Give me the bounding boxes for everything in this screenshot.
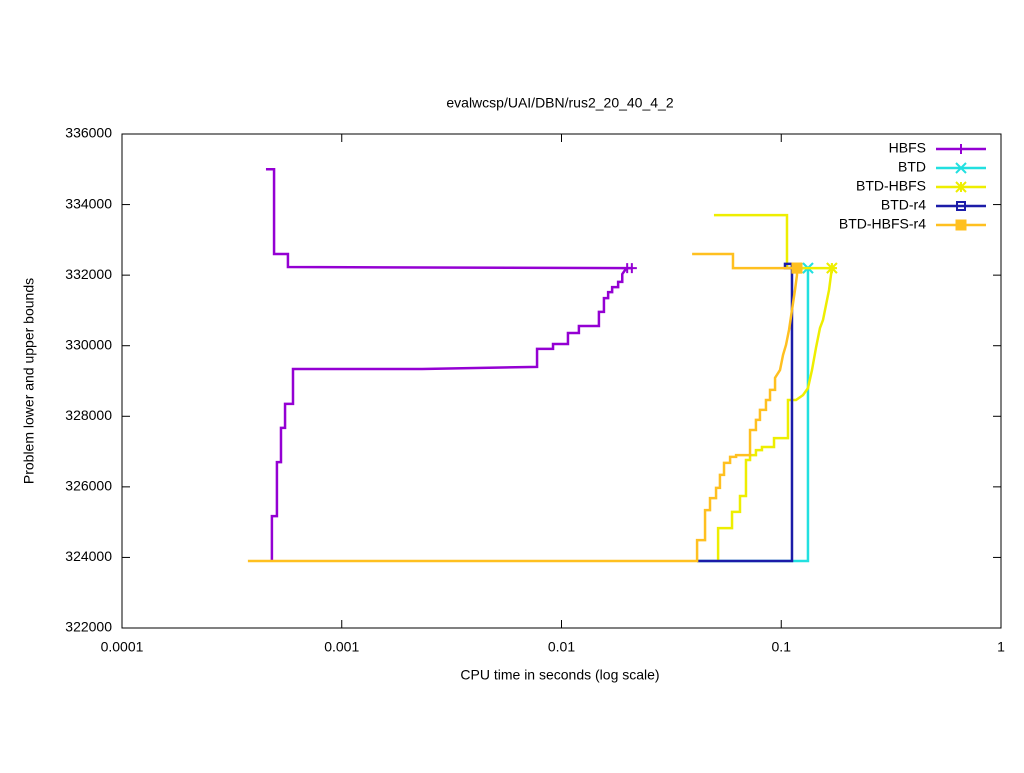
- plot-frame: [121, 133, 1002, 629]
- chart-title: evalwcsp/UAI/DBN/rus2_20_40_4_2: [446, 95, 673, 111]
- legend-label: BTD-HBFS: [856, 178, 926, 194]
- legend-label: BTD-HBFS-r4: [839, 216, 926, 232]
- y-tick-label: 330000: [65, 336, 112, 352]
- legend-marker: [955, 162, 967, 174]
- series-line: [713, 213, 834, 561]
- legend-label: BTD-r4: [881, 197, 926, 213]
- y-tick-label: 324000: [65, 548, 112, 564]
- legend-marker: [956, 144, 966, 154]
- x-tick-label: 0.001: [324, 639, 359, 655]
- series-line: [247, 252, 799, 563]
- marker: [791, 262, 803, 274]
- legend-label: BTD: [898, 159, 926, 175]
- x-tick-label: 0.1: [772, 639, 792, 655]
- marker: [622, 263, 633, 274]
- x-tick-label: 0.01: [548, 639, 575, 655]
- y-tick-label: 332000: [65, 266, 112, 282]
- legend-marker: [955, 219, 967, 231]
- y-tick-label: 322000: [65, 619, 112, 635]
- x-tick-label: 0.0001: [101, 639, 144, 655]
- series-line: [697, 262, 797, 563]
- x-axis-label: CPU time in seconds (log scale): [460, 667, 659, 683]
- legend-label: HBFS: [889, 140, 926, 156]
- y-tick-label: 334000: [65, 195, 112, 211]
- legend-marker: [956, 201, 966, 211]
- series-line: [265, 168, 632, 561]
- marker: [826, 262, 838, 274]
- y-tick-label: 326000: [65, 478, 112, 494]
- x-tick-label: 1: [997, 639, 1005, 655]
- y-axis-label: Problem lower and upper bounds: [21, 278, 37, 484]
- y-tick-label: 336000: [65, 125, 112, 141]
- legend-marker: [955, 181, 967, 193]
- y-tick-label: 328000: [65, 407, 112, 423]
